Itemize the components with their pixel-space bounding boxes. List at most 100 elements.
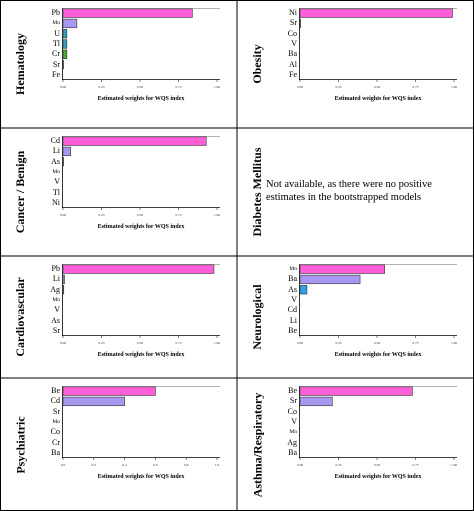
category-label-fe: Fe <box>52 69 60 79</box>
category-label-be: Be <box>51 386 60 396</box>
category-label-u: U <box>54 28 60 38</box>
x-tick-label: 0.75 <box>412 463 419 467</box>
bar-as <box>62 157 64 167</box>
x-tick-label: 1.00 <box>450 463 458 467</box>
category-label-mo: Mo <box>52 169 60 175</box>
x-tick-label: 0.00 <box>296 85 304 89</box>
x-tick-label: 0.75 <box>412 341 419 345</box>
x-tick-label: 1.00 <box>213 85 221 89</box>
category-label-al: Al <box>289 59 297 69</box>
x-tick-label: 0.25 <box>98 213 105 217</box>
x-tick-label: 0.00 <box>59 85 67 89</box>
category-label-ag: Ag <box>50 284 60 294</box>
panel-psychiatric: Psychiatric Be Cd Sr Mo Co Cr Ba 0.0 0.2 0.4 0.6 0.8… <box>0 378 237 511</box>
x-tick-label: 0.6 <box>153 463 158 467</box>
category-label-sr: Sr <box>52 59 60 69</box>
category-label-mo: Mo <box>52 419 60 425</box>
x-axis-title: Estimated weights for WQS index <box>97 224 185 230</box>
panel-neurological: Neurological Mn Ba As V Cd Li Be 0.00 0.25 0.50 0.7… <box>237 256 474 378</box>
category-label-cd: Cd <box>50 136 60 146</box>
category-label-ba: Ba <box>288 447 297 457</box>
category-label-li: Li <box>52 146 60 156</box>
panel-asthma-respiratory: Asthma/Respiratory Be Sr Co V Mn Ag Ba 0.00 0.25 0… <box>237 378 474 511</box>
category-label-pb: Pb <box>51 264 60 274</box>
x-axis-title: Estimated weights for WQS index <box>97 96 185 102</box>
bar-chart <box>62 264 220 338</box>
bar-li <box>62 274 65 285</box>
category-label-sr: Sr <box>289 18 297 28</box>
bar-cr <box>62 49 68 59</box>
category-label-cr: Cr <box>52 49 60 59</box>
panel-obesity: Obesity Ni Sr Co V Ba Al Fe 0.00 0.25 0.50 0.75 1.00… <box>237 0 474 128</box>
bar-ba <box>299 274 361 285</box>
bar-mn <box>299 264 385 274</box>
category-label-sr: Sr <box>52 325 60 335</box>
x-tick-label: 0.25 <box>335 341 342 345</box>
x-axis-title: Estimated weights for WQS index <box>334 96 422 102</box>
category-label-tl: Tl <box>52 187 60 197</box>
domain-label: Cardiovascular <box>13 277 27 357</box>
category-label-v: V <box>291 39 297 48</box>
domain-label: Obesity <box>250 44 264 84</box>
x-tick-label: 1.00 <box>213 213 221 217</box>
x-tick-label: 0.50 <box>373 341 381 345</box>
bar-mn <box>62 18 78 29</box>
x-tick-label: 1.00 <box>450 341 458 345</box>
x-tick-label: 1.00 <box>213 341 221 345</box>
category-label-sr: Sr <box>289 396 297 406</box>
bar-pb <box>62 8 193 18</box>
category-label-be: Be <box>288 386 297 396</box>
diabetes-unavailable-note: Not available, as there were no positive… <box>266 178 466 204</box>
category-label-mn: Mn <box>52 297 60 303</box>
x-tick-label: 0.75 <box>412 85 419 89</box>
x-tick-label: 0.00 <box>296 341 304 345</box>
bar-sr <box>62 59 64 70</box>
bar-cd <box>62 136 207 146</box>
category-label-v: V <box>54 177 60 187</box>
x-tick-label: 0.0 <box>60 463 66 467</box>
panel-hematology: Hematology Pb Mn U Tl Cr Sr Fe 0.00 0.25 0.50 0.75 1… <box>0 0 237 128</box>
x-tick-label: 0.25 <box>98 341 105 345</box>
x-axis-title: Estimated weights for WQS index <box>97 352 185 358</box>
bar-chart <box>299 386 457 460</box>
category-label-li: Li <box>289 315 297 325</box>
category-label-fe: Fe <box>289 69 297 79</box>
category-label-tl: Tl <box>52 39 60 48</box>
bar-as <box>299 285 308 295</box>
category-label-v: V <box>54 305 60 315</box>
bar-u <box>62 29 68 39</box>
x-axis-title: Estimated weights for WQS index <box>334 474 422 480</box>
x-tick-label: 0.75 <box>175 85 182 89</box>
x-tick-label: 0.50 <box>136 213 144 217</box>
domain-label: Diabetes Mellitus <box>250 147 264 237</box>
x-tick-label: 0.00 <box>59 213 67 217</box>
category-label-mn: Mn <box>289 266 297 273</box>
category-label-ba: Ba <box>288 49 297 59</box>
bar-sr <box>299 396 333 407</box>
x-tick-label: 0.25 <box>335 463 342 467</box>
bar-chart <box>299 264 457 338</box>
category-label-co: Co <box>50 427 60 437</box>
category-label-be: Be <box>288 325 297 335</box>
bar-ag <box>62 285 65 295</box>
x-tick-label: 0.25 <box>335 85 342 89</box>
x-tick-label: 0.00 <box>59 341 67 345</box>
x-axis-title: Estimated weights for WQS index <box>334 352 422 358</box>
bar-li <box>62 146 71 157</box>
x-tick-label: 1.0 <box>214 463 220 467</box>
x-tick-label: 0.75 <box>175 341 182 345</box>
x-tick-label: 0.50 <box>136 85 144 89</box>
x-tick-label: 0.75 <box>175 213 182 217</box>
category-label-cd: Cd <box>50 396 60 406</box>
x-tick-label: 0.50 <box>136 341 144 345</box>
category-label-cd: Cd <box>287 305 297 315</box>
category-label-co: Co <box>287 28 297 38</box>
bar-ni <box>299 8 453 18</box>
diabetes-note-line-1: Not available, as there were no positive <box>266 179 432 190</box>
category-label-co: Co <box>287 406 297 416</box>
bar-pb <box>62 264 215 274</box>
category-label-ag: Ag <box>287 437 297 447</box>
x-tick-label: 0.50 <box>373 85 381 89</box>
category-label-ba: Ba <box>51 447 60 457</box>
x-axis-title: Estimated weights for WQS index <box>97 474 185 480</box>
